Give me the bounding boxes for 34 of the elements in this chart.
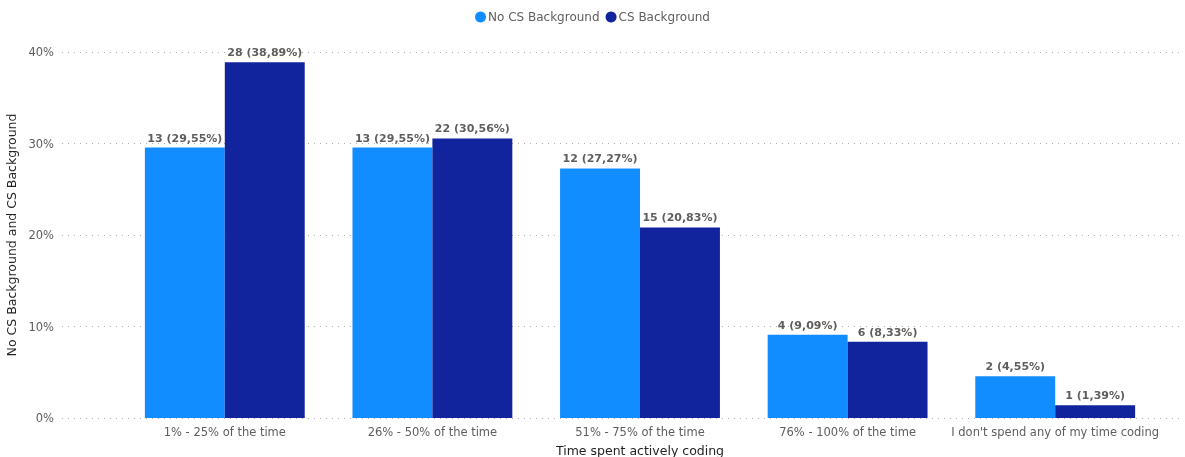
bar: [432, 138, 513, 418]
data-label: 4 (9,09%): [777, 318, 838, 332]
legend-label: No CS Background: [488, 10, 600, 24]
y-axis-title: No CS Background and CS Background: [3, 113, 19, 357]
bar: [352, 147, 433, 418]
bar: [224, 62, 305, 418]
x-tick-label: 76% - 100% of the time: [779, 425, 917, 439]
data-label: 28 (38,89%): [227, 46, 303, 60]
x-tick-label: I don't spend any of my time coding: [951, 425, 1160, 439]
legend-label: CS Background: [618, 10, 710, 24]
data-label: 12 (27,27%): [562, 152, 638, 166]
bar: [1055, 405, 1136, 418]
data-label: 13 (29,55%): [147, 131, 223, 145]
bar: [640, 227, 720, 418]
y-tick-label: 30%: [28, 136, 55, 151]
data-label: 2 (4,55%): [985, 360, 1046, 374]
bar: [767, 334, 848, 418]
data-label: 22 (30,56%): [434, 122, 510, 136]
data-label: 15 (20,83%): [642, 211, 718, 225]
x-tick-label: 51% - 75% of the time: [575, 425, 705, 439]
x-tick-label: 1% - 25% of the time: [163, 425, 286, 439]
bar: [847, 341, 928, 418]
bar: [975, 376, 1056, 418]
y-tick-label: 10%: [28, 319, 55, 334]
y-tick-label: 20%: [28, 228, 55, 242]
bar: [144, 147, 225, 418]
x-axis-title: Time spent actively coding: [554, 443, 725, 457]
y-tick-label: 40%: [28, 45, 55, 59]
data-label: 13 (29,55%): [354, 131, 430, 145]
bar: [560, 168, 640, 418]
x-tick-label: 26% - 50% of the time: [367, 425, 498, 439]
data-label: 6 (8,33%): [857, 325, 918, 339]
data-label: 1 (1,39%): [1065, 389, 1126, 403]
y-tick-label: 0%: [35, 411, 55, 425]
